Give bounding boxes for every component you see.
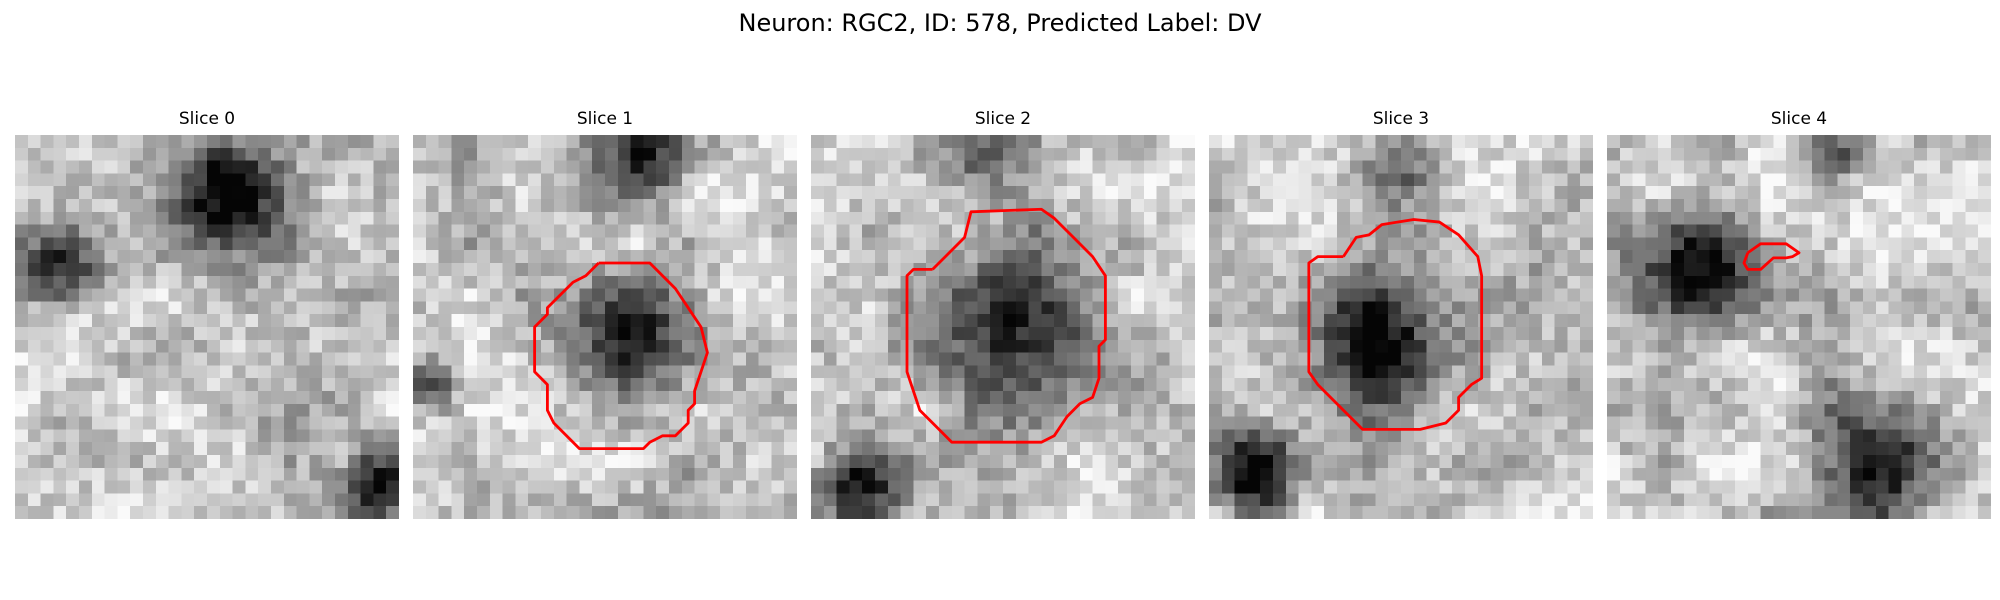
slice-image-2 <box>811 135 1195 519</box>
slice-image-4 <box>1607 135 1991 519</box>
segmentation-contour-1 <box>533 261 709 451</box>
slice-image-1 <box>413 135 797 519</box>
slice-title-3: Slice 3 <box>1372 109 1430 129</box>
slice-title-2: Slice 2 <box>974 109 1032 129</box>
segmentation-contour-4 <box>1742 242 1801 271</box>
slice-image-3 <box>1209 135 1593 519</box>
figure-title: Neuron: RGC2, ID: 578, Predicted Label: … <box>738 9 1262 37</box>
slice-title-0: Slice 0 <box>178 109 236 129</box>
slice-image-0 <box>15 135 399 519</box>
slice-title-1: Slice 1 <box>576 109 634 129</box>
segmentation-contour-2 <box>905 207 1107 444</box>
segmentation-contour-3 <box>1307 218 1484 431</box>
slice-title-4: Slice 4 <box>1770 109 1828 129</box>
